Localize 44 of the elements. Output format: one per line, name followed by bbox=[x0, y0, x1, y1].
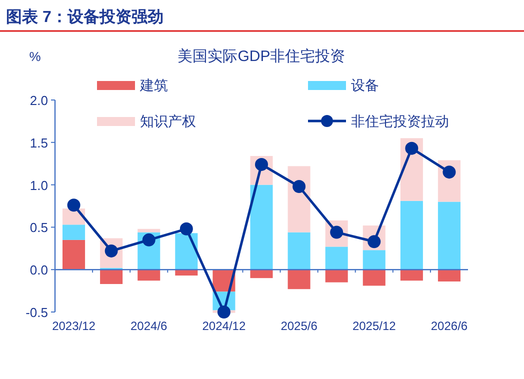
point bbox=[292, 180, 306, 193]
bar bbox=[288, 232, 310, 270]
bar bbox=[362, 270, 386, 286]
bar bbox=[175, 270, 198, 276]
bar bbox=[438, 202, 460, 270]
bar bbox=[325, 246, 348, 270]
point bbox=[142, 233, 156, 246]
bar bbox=[325, 270, 348, 282]
y-tick-label: 2.0 bbox=[30, 93, 48, 108]
y-tick-label: -0.5 bbox=[26, 305, 48, 320]
bar bbox=[138, 228, 160, 232]
x-tick-label: 2026/6 bbox=[430, 319, 468, 333]
bar bbox=[438, 270, 460, 282]
y-tick-label: 0.5 bbox=[30, 220, 48, 236]
x-tick-label: 2023/12 bbox=[52, 319, 96, 333]
bar bbox=[288, 270, 310, 290]
chart-subtitle: 美国实际GDP非住宅投资 bbox=[178, 48, 346, 65]
bar bbox=[400, 200, 423, 270]
point bbox=[217, 306, 230, 318]
y-tick-label: 1.0 bbox=[30, 178, 48, 193]
bar bbox=[100, 270, 123, 284]
legend-label: 知识产权 bbox=[140, 113, 196, 129]
bar bbox=[250, 184, 273, 270]
chart-title: 图表 7：设备投资强劲 bbox=[6, 8, 164, 26]
bar bbox=[138, 270, 160, 281]
point bbox=[405, 142, 418, 155]
point bbox=[67, 198, 80, 212]
y-tick-label: 0.0 bbox=[30, 262, 48, 278]
y-tick-label: 1.5 bbox=[30, 135, 48, 150]
bar bbox=[62, 224, 86, 240]
legend-label: 建筑 bbox=[139, 77, 168, 93]
legend-label: 设备 bbox=[351, 77, 379, 93]
bar bbox=[400, 270, 423, 281]
legend-label: 非住宅投资拉动 bbox=[351, 113, 449, 129]
bar bbox=[62, 240, 86, 270]
y-axis-title: % bbox=[29, 49, 42, 64]
bar bbox=[250, 270, 273, 278]
bar bbox=[362, 250, 386, 270]
x-tick-label: 2025/12 bbox=[352, 319, 396, 333]
x-tick-label: 2025/6 bbox=[280, 319, 318, 333]
x-tick-label: 2024/12 bbox=[202, 319, 246, 333]
x-tick-label: 2024/6 bbox=[130, 319, 168, 333]
point bbox=[442, 166, 456, 179]
point bbox=[180, 222, 193, 236]
